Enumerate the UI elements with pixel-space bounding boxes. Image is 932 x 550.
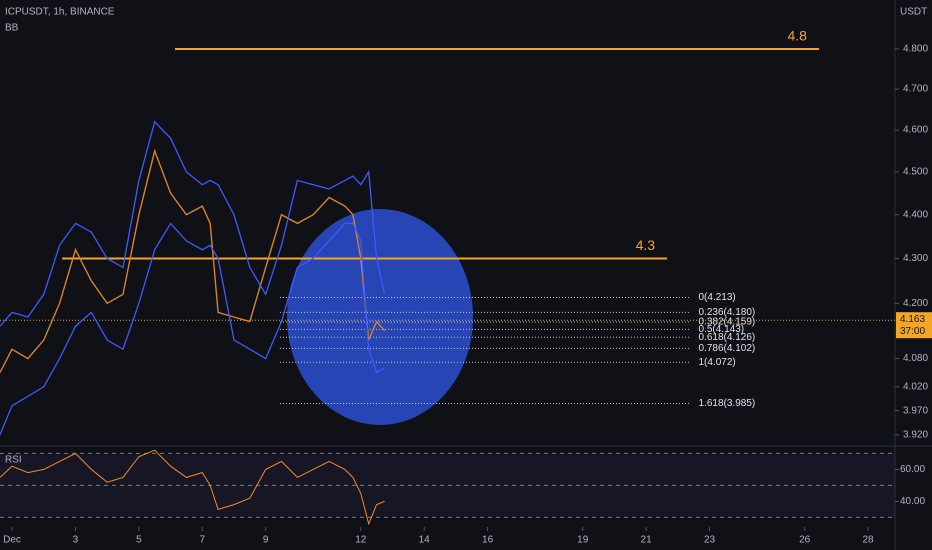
y-tick-label: 4.200 bbox=[903, 298, 928, 309]
indicator-label: BB bbox=[5, 23, 19, 34]
fib-label: 0.5(4.143) bbox=[699, 324, 745, 335]
x-tick-label: 9 bbox=[263, 535, 269, 546]
y-tick-label: 40.00 bbox=[900, 496, 925, 507]
chart-title: ICPUSDT, 1h, BINANCE bbox=[5, 7, 115, 18]
fib-label: 0(4.213) bbox=[699, 292, 736, 303]
series-line bbox=[0, 120, 386, 327]
fib-label: 0.618(4.126) bbox=[699, 332, 756, 343]
fib-label: 0.236(4.180) bbox=[699, 307, 756, 318]
fib-label: 1(4.072) bbox=[699, 357, 736, 368]
y-tick-label: 4.080 bbox=[903, 353, 928, 364]
x-tick-label: 26 bbox=[799, 535, 811, 546]
y-tick-label: 4.500 bbox=[903, 167, 928, 178]
y-tick-label: 3.970 bbox=[903, 405, 928, 416]
x-tick-label: 28 bbox=[862, 535, 874, 546]
x-tick-label: 12 bbox=[355, 535, 367, 546]
highlight-circle bbox=[287, 209, 473, 425]
last-price-label: 4.163 bbox=[900, 314, 925, 325]
series-line bbox=[0, 148, 386, 373]
y-tick-label: 3.920 bbox=[903, 429, 928, 440]
fib-label: 0.382(4.159) bbox=[699, 317, 756, 328]
x-tick-label: 5 bbox=[136, 535, 142, 546]
x-tick-label: 19 bbox=[577, 535, 589, 546]
x-tick-label: 14 bbox=[419, 535, 431, 546]
currency-label: USDT bbox=[900, 7, 927, 18]
fib-label: 0.786(4.102) bbox=[699, 343, 756, 354]
x-tick-label: Dec bbox=[3, 535, 21, 546]
series-line bbox=[0, 449, 385, 526]
x-tick-label: 7 bbox=[199, 535, 205, 546]
y-tick-label: 4.400 bbox=[903, 209, 928, 220]
x-tick-label: 21 bbox=[641, 535, 653, 546]
series-line bbox=[0, 222, 385, 436]
y-tick-label: 4.600 bbox=[903, 125, 928, 136]
level-label: 4.8 bbox=[787, 28, 807, 44]
y-tick-label: 4.020 bbox=[903, 381, 928, 392]
y-tick-label: 4.700 bbox=[903, 84, 928, 95]
y-tick-label: 4.800 bbox=[903, 44, 928, 55]
countdown-label: 37:00 bbox=[900, 326, 925, 337]
y-tick-label: 60.00 bbox=[900, 464, 925, 475]
x-tick-label: 16 bbox=[482, 535, 494, 546]
last-price-box bbox=[896, 312, 932, 339]
x-tick-label: 23 bbox=[704, 535, 716, 546]
y-tick-label: 4.300 bbox=[903, 253, 928, 264]
rsi-title: RSI bbox=[5, 455, 22, 466]
x-tick-label: 3 bbox=[73, 535, 79, 546]
fib-label: 1.618(3.985) bbox=[699, 398, 756, 409]
level-label: 4.3 bbox=[636, 237, 656, 253]
